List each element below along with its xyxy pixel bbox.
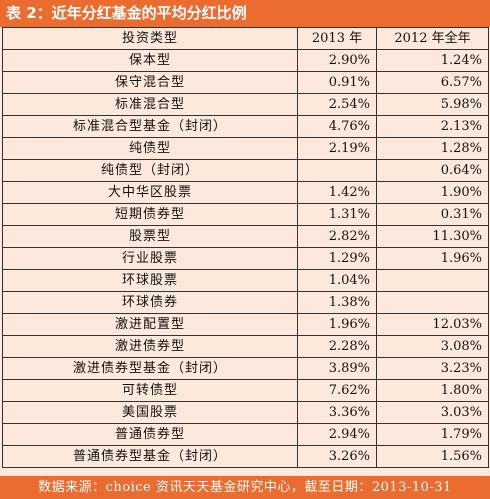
cell-2012 <box>376 291 489 314</box>
table-row: 行业股票 1.29% 1.96% <box>2 247 489 270</box>
cell-type: 大中华区股票 <box>2 181 298 204</box>
cell-2012: 12.03% <box>376 313 489 336</box>
cell-2012: 3.03% <box>376 401 489 424</box>
table-row: 保本型 2.90% 1.24% <box>2 49 489 72</box>
table-row: 美国股票 3.36% 3.03% <box>2 401 489 424</box>
table-row: 大中华区股票 1.42% 1.90% <box>2 181 489 204</box>
cell-type: 股票型 <box>2 225 298 248</box>
cell-2013: 1.38% <box>297 291 377 314</box>
header-2012: 2012 年全年 <box>376 27 489 50</box>
cell-2012: 0.64% <box>376 159 489 182</box>
cell-type: 美国股票 <box>2 401 298 424</box>
cell-2012: 5.98% <box>376 93 489 116</box>
cell-2013: 2.54% <box>297 93 377 116</box>
cell-2013: 0.91% <box>297 71 377 94</box>
table-row: 环球股票 1.04% <box>2 269 489 292</box>
cell-type: 激进债券型 <box>2 335 298 358</box>
table-title: 表 2：近年分红基金的平均分红比例 <box>0 0 490 27</box>
cell-2012: 2.13% <box>376 115 489 138</box>
header-2013: 2013 年 <box>297 27 377 50</box>
cell-type: 保本型 <box>2 49 298 72</box>
cell-type: 短期债券型 <box>2 203 298 226</box>
cell-type: 环球股票 <box>2 269 298 292</box>
table-row: 纯债型（封闭） 0.64% <box>2 159 489 182</box>
table-row: 普通债券型 2.94% 1.79% <box>2 423 489 446</box>
table-row: 标准混合型 2.54% 5.98% <box>2 93 489 116</box>
header-row: 投资类型 2013 年 2012 年全年 <box>2 27 489 50</box>
cell-type: 激进配置型 <box>2 313 298 336</box>
cell-2012: 1.56% <box>376 445 489 468</box>
cell-2012: 1.24% <box>376 49 489 72</box>
cell-2012: 1.96% <box>376 247 489 270</box>
cell-2013: 1.96% <box>297 313 377 336</box>
cell-2012: 1.79% <box>376 423 489 446</box>
cell-type: 行业股票 <box>2 247 298 270</box>
cell-2013: 7.62% <box>297 379 377 402</box>
cell-2013: 3.26% <box>297 445 377 468</box>
table-row: 激进债券型基金（封闭） 3.89% 3.23% <box>2 357 489 380</box>
cell-type: 标准混合型基金（封闭） <box>2 115 298 138</box>
cell-2012: 6.57% <box>376 71 489 94</box>
source-footer: 数据来源：choice 资讯天天基金研究中心，截至日期：2013-10-31 <box>0 476 490 499</box>
table-row: 保守混合型 0.91% 6.57% <box>2 71 489 94</box>
table-row: 标准混合型基金（封闭） 4.76% 2.13% <box>2 115 489 138</box>
table-row: 激进配置型 1.96% 12.03% <box>2 313 489 336</box>
cell-2013: 1.29% <box>297 247 377 270</box>
table-row: 普通债券型基金（封闭） 3.26% 1.56% <box>2 445 489 468</box>
cell-type: 保守混合型 <box>2 71 298 94</box>
header-type: 投资类型 <box>2 27 298 50</box>
cell-type: 激进债券型基金（封闭） <box>2 357 298 380</box>
cell-2013: 2.82% <box>297 225 377 248</box>
cell-type: 普通债券型基金（封闭） <box>2 445 298 468</box>
cell-2013: 1.42% <box>297 181 377 204</box>
cell-2012: 1.28% <box>376 137 489 160</box>
table-row: 激进债券型 2.28% 3.08% <box>2 335 489 358</box>
cell-2013: 1.31% <box>297 203 377 226</box>
cell-2012: 0.31% <box>376 203 489 226</box>
cell-type: 可转债型 <box>2 379 298 402</box>
cell-2012: 1.80% <box>376 379 489 402</box>
cell-2013: 2.90% <box>297 49 377 72</box>
cell-2012: 1.90% <box>376 181 489 204</box>
table-row: 短期债券型 1.31% 0.31% <box>2 203 489 226</box>
cell-2013: 4.76% <box>297 115 377 138</box>
cell-2013: 3.89% <box>297 357 377 380</box>
cell-2013: 2.19% <box>297 137 377 160</box>
dividend-table: 投资类型 2013 年 2012 年全年 保本型 2.90% 1.24% 保守混合型 0… <box>2 27 489 468</box>
cell-2013: 2.28% <box>297 335 377 358</box>
cell-2012 <box>376 269 489 292</box>
cell-type: 纯债型 <box>2 137 298 160</box>
cell-2012: 3.08% <box>376 335 489 358</box>
table-row: 股票型 2.82% 11.30% <box>2 225 489 248</box>
table-row: 环球债券 1.38% <box>2 291 489 314</box>
cell-2013 <box>297 159 377 182</box>
cell-type: 普通债券型 <box>2 423 298 446</box>
cell-type: 纯债型（封闭） <box>2 159 298 182</box>
cell-2013: 2.94% <box>297 423 377 446</box>
cell-2013: 1.04% <box>297 269 377 292</box>
cell-2013: 3.36% <box>297 401 377 424</box>
table-row: 纯债型 2.19% 1.28% <box>2 137 489 160</box>
cell-2012: 11.30% <box>376 225 489 248</box>
cell-2012: 3.23% <box>376 357 489 380</box>
cell-type: 标准混合型 <box>2 93 298 116</box>
cell-type: 环球债券 <box>2 291 298 314</box>
table-row: 可转债型 7.62% 1.80% <box>2 379 489 402</box>
